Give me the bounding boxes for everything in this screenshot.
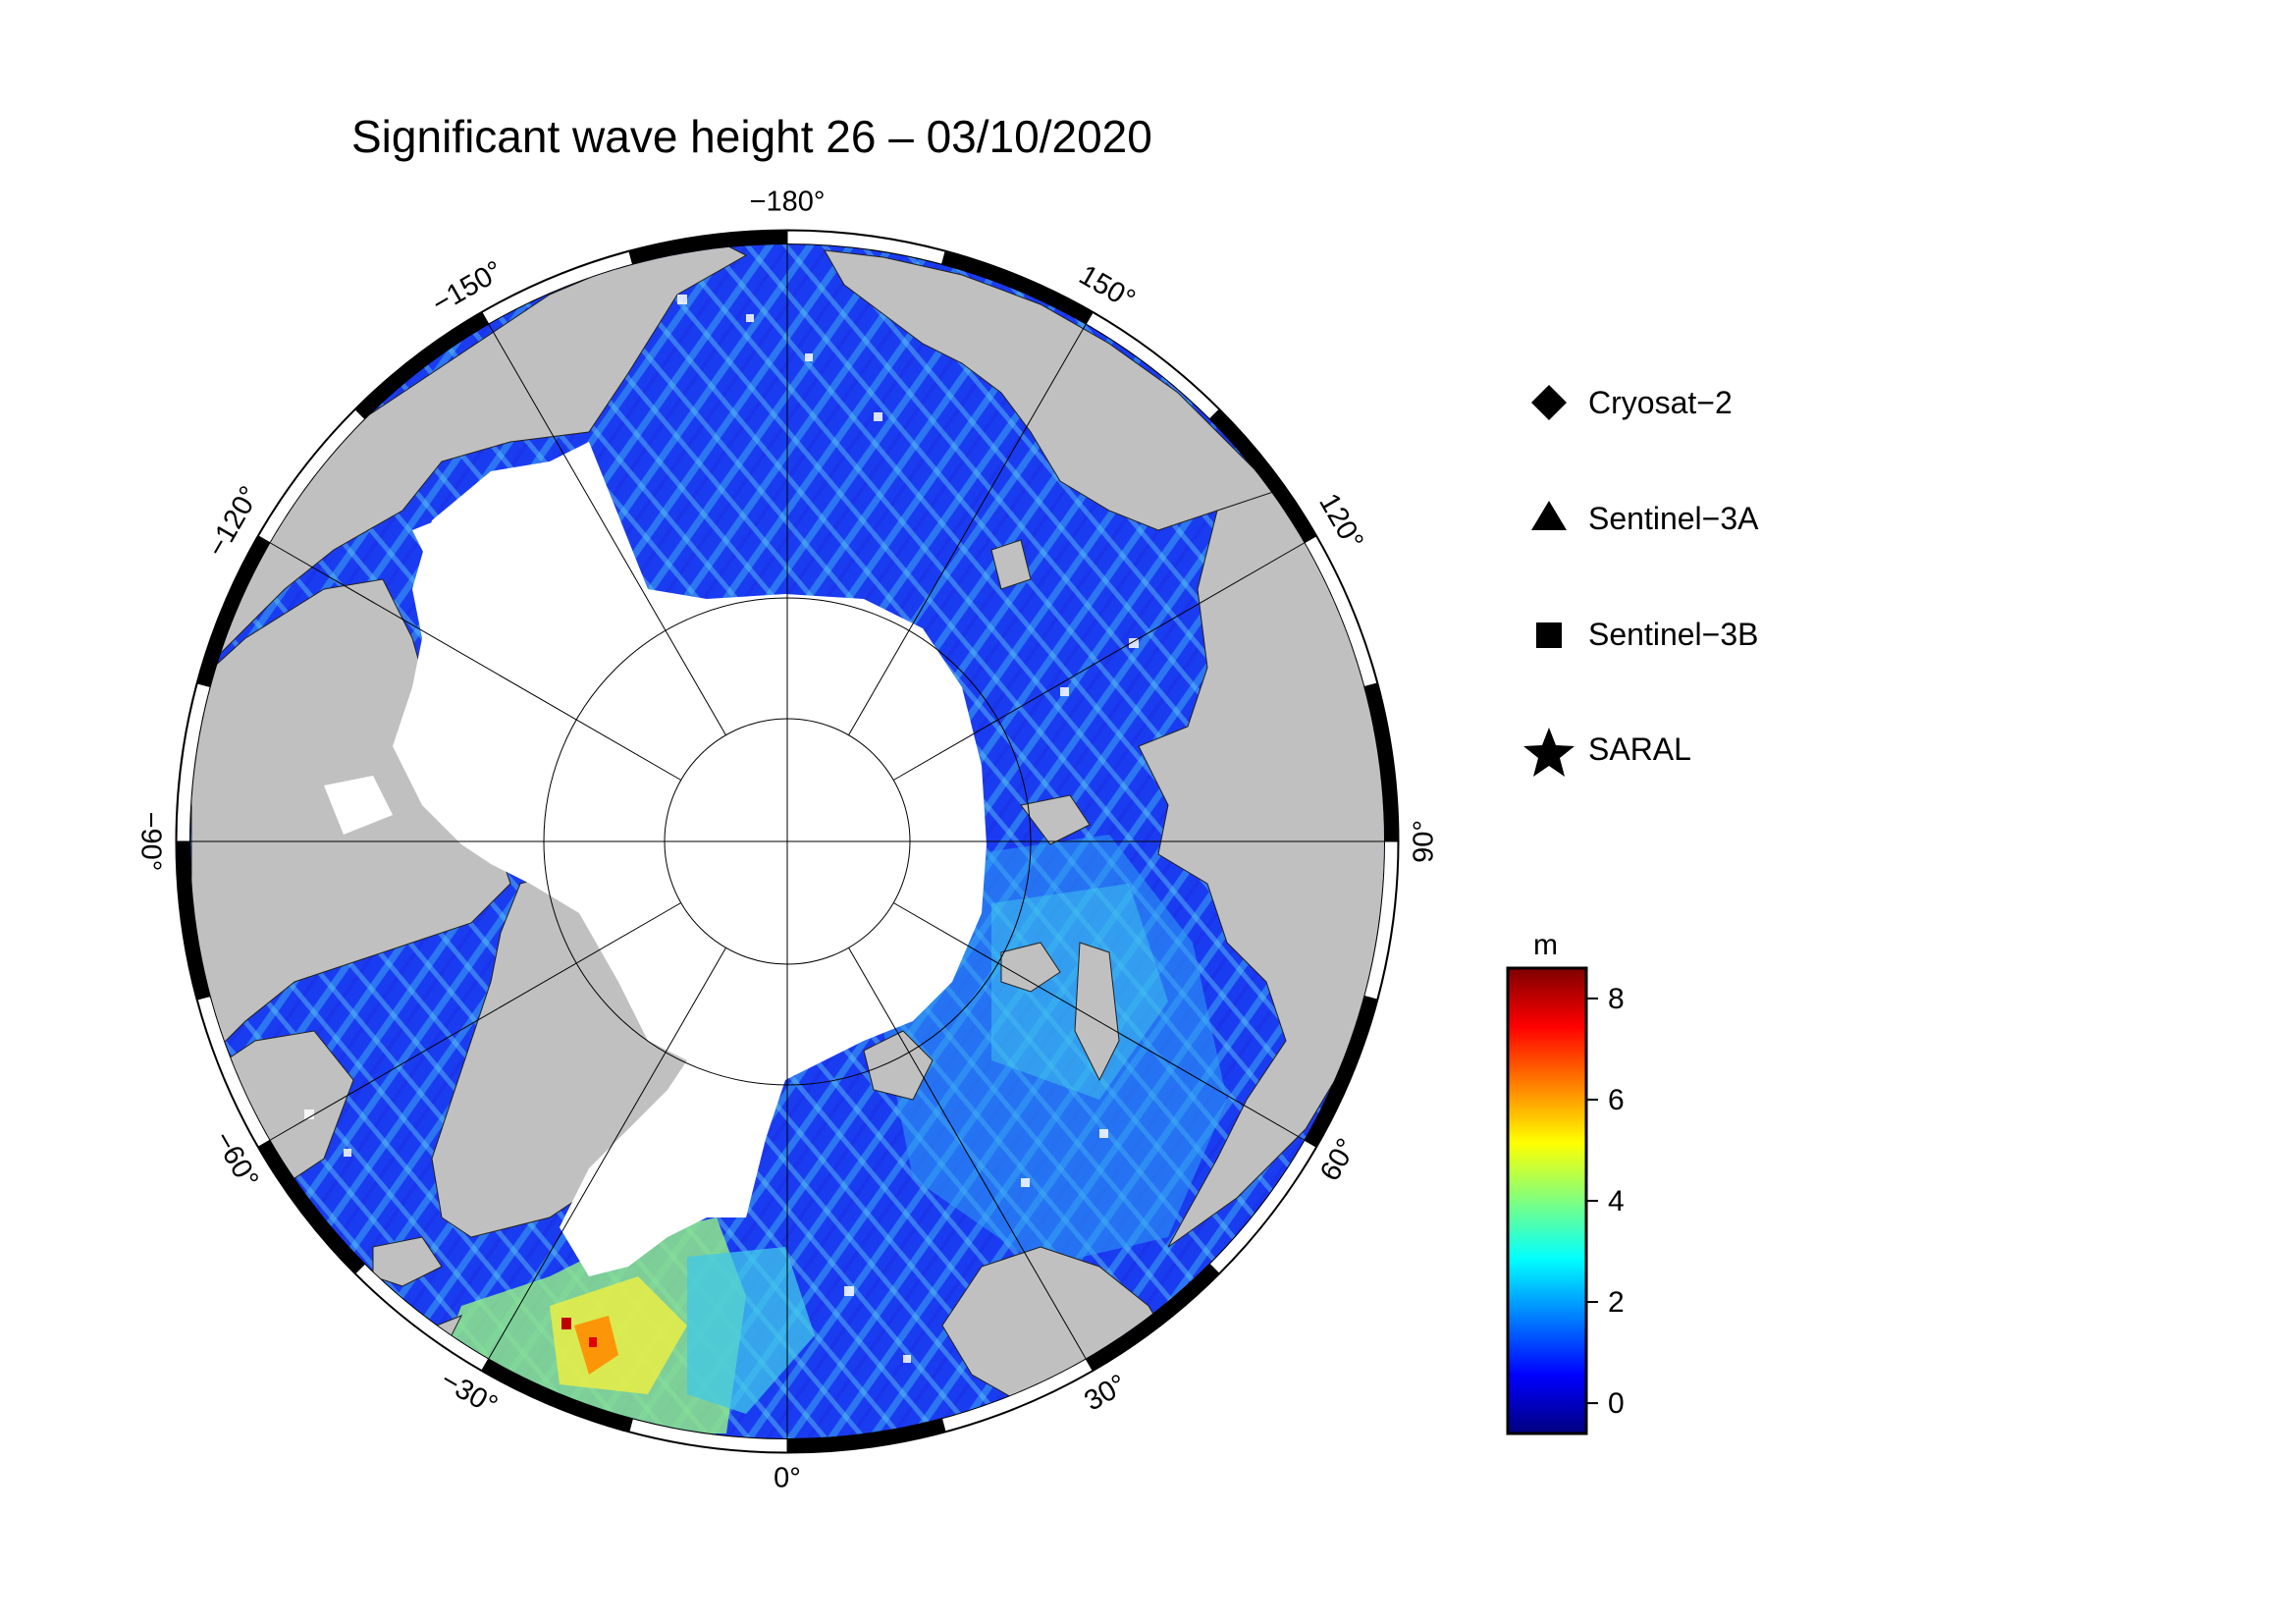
graticule [190,244,1384,1438]
ice-speckles [304,295,1139,1363]
meridian-line [270,902,681,1141]
legend-item-cryosat: Cryosat−2 [1531,385,1733,420]
moderate-wave-region [883,835,1227,1267]
meridian-line [270,542,681,781]
colorbar-tick-label: 2 [1608,1286,1625,1319]
meridian-line [488,947,726,1359]
diamond-icon [1531,385,1567,420]
meridian-line [848,324,1087,735]
legend: Cryosat−2 Sentinel−3A Sentinel−3B SARAL [1523,385,1759,777]
square-icon [1536,622,1562,648]
legend-label-saral: SARAL [1588,731,1691,767]
latitude-circle [664,718,911,965]
latitude-circle [543,597,1032,1086]
colorbar-gradient [1506,966,1588,1435]
longitude-label: −90° [134,812,166,872]
star-icon [1523,728,1575,777]
legend-label-sentinel-3a: Sentinel−3A [1588,501,1759,536]
legend-label-cryosat: Cryosat−2 [1588,385,1733,420]
map-title: Significant wave height 26 – 03/10/2020 [351,111,1152,162]
sea-ice [324,442,987,1276]
meridian-line [893,542,1305,781]
colorbar-tick-label: 6 [1608,1084,1625,1116]
longitude-label: 90° [1409,820,1440,863]
colorbar: m 0 2 4 6 8 [1506,929,1625,1435]
meridian-line [893,902,1305,1141]
meridian-line [488,324,726,735]
longitude-label: 60° [1314,1133,1363,1186]
polar-map: −180°150°120°90°60°30°0°−30°−60°−90°−120… [134,187,1439,1494]
legend-item-saral: SARAL [1523,728,1691,777]
legend-label-sentinel-3b: Sentinel−3B [1588,617,1758,652]
legend-item-sentinel-3b: Sentinel−3B [1536,617,1758,652]
longitude-label: −180° [750,187,826,218]
longitude-label: 30° [1079,1369,1132,1418]
triangle-icon [1531,501,1567,530]
colorbar-ticks: 0 2 4 6 8 [1586,983,1625,1420]
longitude-label: 0° [774,1463,801,1494]
colorbar-tick-label: 8 [1608,983,1625,1015]
colorbar-tick-label: 4 [1608,1185,1625,1217]
legend-item-sentinel-3a: Sentinel−3A [1531,501,1759,536]
colorbar-unit: m [1533,929,1558,961]
meridian-line [848,947,1087,1359]
colorbar-tick-label: 0 [1608,1387,1625,1420]
